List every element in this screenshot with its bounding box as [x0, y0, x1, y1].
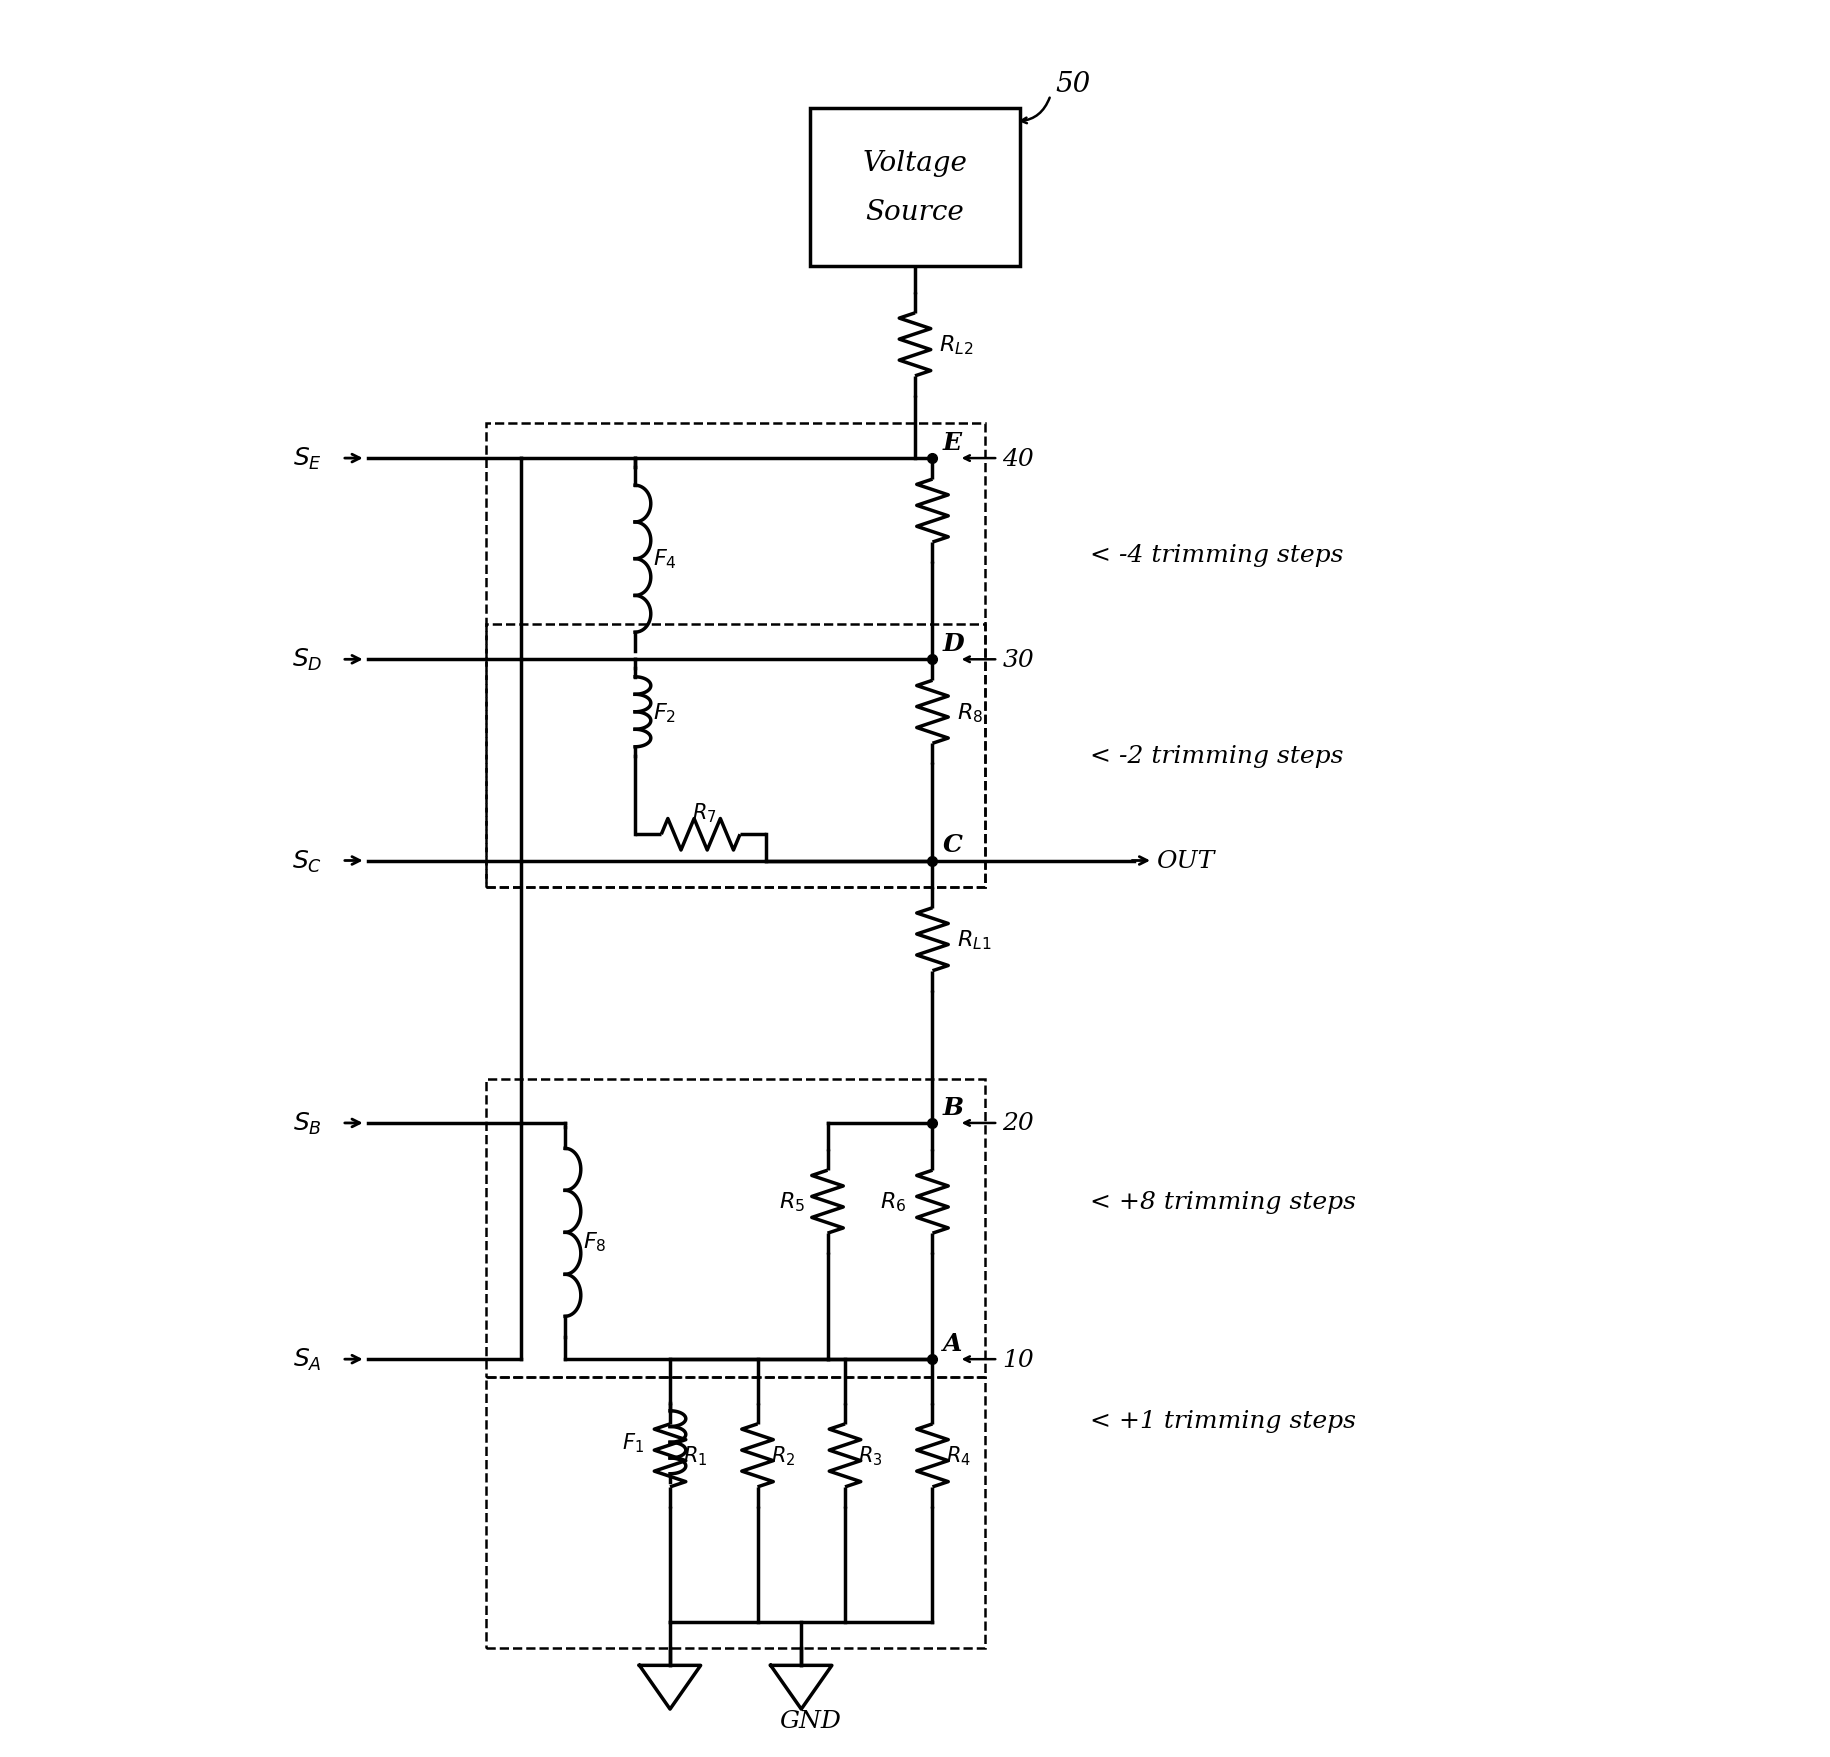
Text: 30: 30	[1003, 648, 1034, 671]
Text: A: A	[942, 1332, 963, 1355]
Text: Voltage: Voltage	[862, 149, 968, 177]
Text: < +8 trimming steps: < +8 trimming steps	[1091, 1191, 1356, 1214]
Text: $R_4$: $R_4$	[946, 1444, 970, 1467]
Text: $S_A$: $S_A$	[293, 1346, 322, 1372]
Text: $F_8$: $F_8$	[582, 1230, 606, 1253]
Text: < -4 trimming steps: < -4 trimming steps	[1091, 543, 1343, 566]
Text: $S_B$: $S_B$	[293, 1110, 322, 1137]
Text: < -2 trimming steps: < -2 trimming steps	[1091, 745, 1343, 768]
Text: C: C	[942, 833, 963, 857]
Text: $R_2$: $R_2$	[770, 1444, 794, 1467]
Text: E: E	[942, 430, 963, 455]
Text: 40: 40	[1003, 448, 1034, 471]
Text: GND: GND	[780, 1708, 842, 1732]
Text: 50: 50	[1054, 70, 1091, 98]
Text: 10: 10	[1003, 1348, 1034, 1370]
Text: $R_{L2}$: $R_{L2}$	[939, 334, 974, 357]
Text: $F_4$: $F_4$	[653, 548, 677, 571]
Text: $S_C$: $S_C$	[293, 849, 322, 873]
FancyBboxPatch shape	[811, 109, 1019, 267]
Text: OUT: OUT	[1155, 850, 1213, 873]
Text: $R_6$: $R_6$	[880, 1189, 906, 1214]
Text: < +1 trimming steps: < +1 trimming steps	[1091, 1409, 1356, 1432]
Text: $F_2$: $F_2$	[653, 701, 675, 724]
Text: $R_7$: $R_7$	[692, 801, 717, 824]
Text: $R_1$: $R_1$	[683, 1444, 708, 1467]
Text: 20: 20	[1003, 1112, 1034, 1135]
Text: $R_5$: $R_5$	[780, 1189, 805, 1214]
Text: $R_8$: $R_8$	[957, 701, 983, 724]
Text: B: B	[942, 1095, 964, 1119]
Text: $S_D$: $S_D$	[291, 647, 322, 673]
Text: $R_3$: $R_3$	[858, 1444, 882, 1467]
Text: $F_1$: $F_1$	[622, 1430, 644, 1455]
Text: $R_{L1}$: $R_{L1}$	[957, 928, 992, 952]
Text: $S_E$: $S_E$	[293, 446, 322, 473]
Text: D: D	[942, 631, 964, 655]
Text: Source: Source	[866, 199, 964, 225]
